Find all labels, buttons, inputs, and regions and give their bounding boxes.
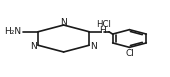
Text: HCl: HCl bbox=[96, 20, 111, 29]
Text: Cl: Cl bbox=[125, 49, 134, 58]
Text: N: N bbox=[90, 42, 97, 51]
Text: H: H bbox=[99, 26, 106, 35]
Text: N: N bbox=[31, 42, 37, 51]
Text: N: N bbox=[60, 18, 67, 27]
Text: H₂N: H₂N bbox=[5, 27, 22, 36]
